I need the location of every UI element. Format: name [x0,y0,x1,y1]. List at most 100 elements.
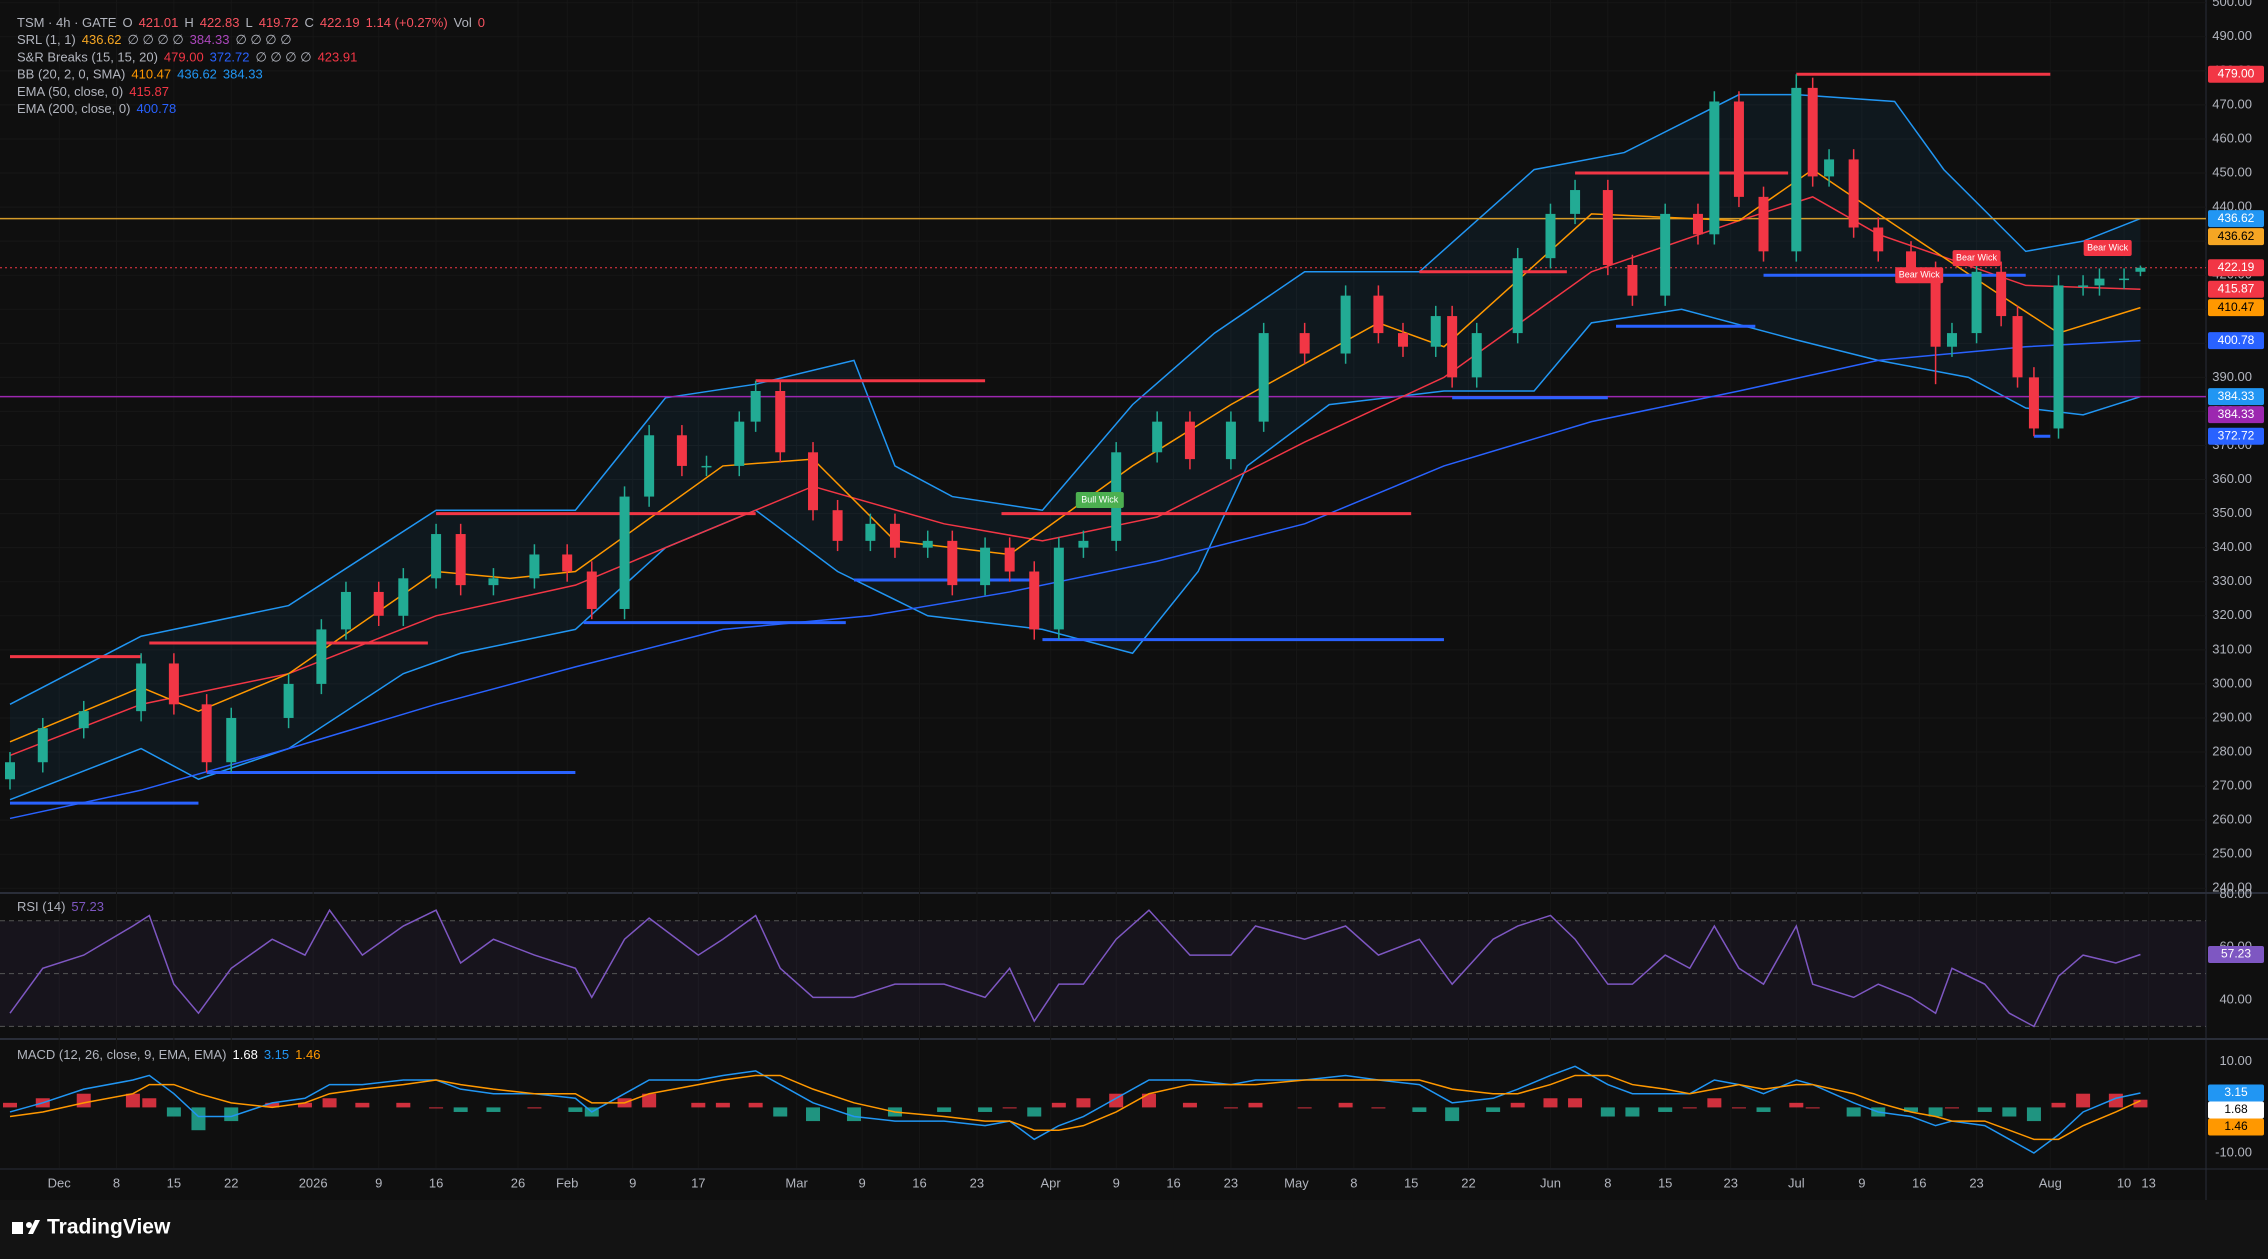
legend-item: ∅ ∅ ∅ ∅ [128,33,184,48]
legend-row: EMA (200, close, 0) 400.78 [17,101,176,116]
candle-body [922,540,933,548]
macd-histogram-bar [1445,1107,1460,1122]
candle-body [676,435,687,466]
candle-body [1184,421,1195,460]
candle-body [889,523,900,548]
x-tick-label: 9 [629,1175,636,1190]
candle-body [1570,190,1581,214]
legend-item: 1.14 (+0.27%) [366,15,448,30]
legend-item: 1.46 [295,1047,320,1062]
candle-body [168,663,179,705]
macd-histogram-bar [773,1107,788,1117]
price-badge-label: 384.33 [2218,389,2255,403]
macd-histogram-bar [1510,1102,1525,1108]
candle-body [1471,333,1482,378]
macd-histogram-bar [1904,1107,1919,1112]
x-tick-label: Jul [1788,1175,1805,1190]
macd-histogram-bar [1944,1107,1959,1109]
legend-item: L [245,15,252,30]
macd-histogram-bar [1412,1107,1427,1112]
x-tick-label: Mar [785,1175,808,1190]
candle-body [644,435,655,497]
annotation-box [2083,239,2132,256]
legend-item: 384.33 [223,67,263,82]
legend-item: 0 [478,15,485,30]
y-tick-label: 390.00 [2212,369,2252,384]
candle-body [2078,285,2089,287]
y-tick-label: -10.00 [2215,1144,2252,1159]
y-tick-label: 300.00 [2212,675,2252,690]
macd-histogram-bar [691,1102,706,1108]
y-tick-label: 330.00 [2212,573,2252,588]
macd-histogram-bar [1338,1102,1353,1108]
macd-histogram-bar [1486,1107,1501,1112]
candle-body [1004,547,1015,572]
candle-body [226,717,237,763]
y-tick-label: 290.00 [2212,709,2252,724]
x-tick-label: 9 [859,1175,866,1190]
macd-histogram-bar [1141,1093,1156,1108]
logo-part [26,1222,32,1228]
price-badge-label: 1.46 [2224,1119,2248,1133]
price-badge [2208,945,2264,963]
candle-body [1627,264,1638,296]
macd-histogram-bar [1846,1107,1861,1117]
x-tick-label: Jun [1540,1175,1561,1190]
candle-body [1340,295,1351,354]
macd-histogram-bar [224,1107,239,1122]
legend-item: 384.33 [190,33,230,48]
price-badge [2208,332,2264,350]
legend-row: RSI (14) 57.23 [17,899,104,914]
x-tick-label: 23 [1724,1175,1738,1190]
candle-body [5,762,15,780]
candle-body [586,571,597,609]
price-badge [2208,1101,2264,1119]
candle-body [455,534,466,586]
price-badge [2208,1118,2264,1136]
legend-row: BB (20, 2, 0, SMA) 410.47 436.62 384.33 [17,67,263,82]
y-tick-label: 310.00 [2212,641,2252,656]
x-tick-label: 15 [1658,1175,1672,1190]
macd-histogram-bar [1731,1107,1746,1109]
price-badge-label: 415.87 [2218,281,2255,295]
price-badge [2208,259,2264,277]
price-badge-label: 436.62 [2218,211,2255,225]
x-tick-label: 16 [429,1175,443,1190]
macd-histogram-bar [568,1107,583,1112]
macd-histogram-bar [1051,1102,1066,1108]
legend-item: 436.62 [82,33,122,48]
candle-body [1512,258,1523,334]
macd-histogram-bar [191,1107,206,1131]
x-tick-label: Dec [48,1175,72,1190]
candle-body [201,704,212,763]
legend-item: EMA (200, close, 0) [17,101,130,116]
candle-body [136,663,147,712]
macd-histogram-bar [748,1102,763,1108]
x-tick-label: 22 [224,1175,238,1190]
macd-histogram-bar [142,1098,157,1108]
candle-body [1373,295,1384,334]
macd-histogram-bar [2133,1099,2148,1108]
candle-body [283,683,294,718]
annotation-label: Bear Wick [2087,242,2129,252]
legend-row: EMA (50, close, 0) 415.87 [17,84,169,99]
x-tick-label: 17 [691,1175,705,1190]
price-badge [2208,228,2264,246]
x-tick-label: 23 [1224,1175,1238,1190]
y-tick-label: 470.00 [2212,96,2252,111]
candle-body [1602,190,1613,265]
macd-histogram-bar [1076,1098,1091,1108]
x-tick-label: Apr [1041,1175,1062,1190]
x-tick-label: 15 [1404,1175,1418,1190]
x-tick-label: 9 [1858,1175,1865,1190]
price-badge [2208,406,2264,424]
x-tick-label: 2026 [299,1175,328,1190]
y-tick-label: 360.00 [2212,471,2252,486]
candle-body [1807,87,1818,177]
macd-histogram-bar [322,1098,337,1108]
macd-histogram-bar [2002,1107,2017,1117]
y-tick-label: 340.00 [2212,539,2252,554]
candle-body [373,591,384,616]
legend-row: S&R Breaks (15, 15, 20) 479.00 372.72 ∅ ∅ ∅… [17,50,357,65]
macd-histogram-bar [1371,1107,1386,1109]
